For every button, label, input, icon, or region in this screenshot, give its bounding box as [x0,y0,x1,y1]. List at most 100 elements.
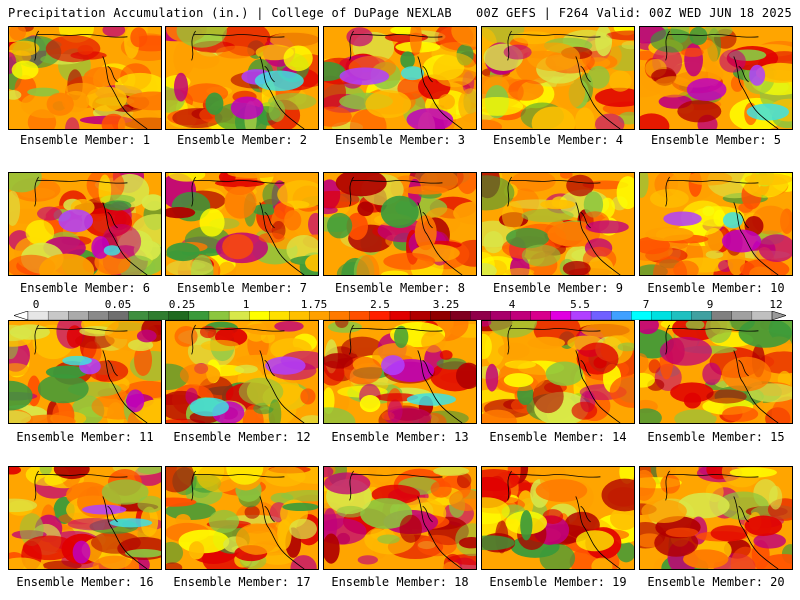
member-label: Ensemble Member: 17 [173,575,311,589]
precip-field [9,467,161,569]
colorbar-swatch [369,311,391,320]
colorbar: 0 0.05 0.25 1 1.75 2.5 3.25 4 5.5 7 9 12 [14,298,786,322]
ensemble-map-3 [323,26,477,130]
ensemble-map-8 [323,172,477,276]
colorbar-swatch [269,311,290,320]
colorbar-swatch [148,311,170,320]
colorbar-swatch [751,311,773,320]
colorbar-swatch [510,311,532,320]
colorbar-swatch [289,311,310,320]
ensemble-map-18 [323,466,477,570]
ensemble-map-9 [481,172,635,276]
member-label: Ensemble Member: 9 [492,281,624,295]
member-label: Ensemble Member: 3 [334,133,466,147]
member-label: Ensemble Member: 10 [647,281,785,295]
precip-field [482,321,634,423]
colorbar-swatch [550,311,572,320]
precip-field [640,173,792,275]
colorbar-swatch [88,311,109,320]
ensemble-map-5 [639,26,793,130]
colorbar-tick-label: 1.75 [300,298,328,311]
ensemble-map-1 [8,26,162,130]
ensemble-map-11 [8,320,162,424]
colorbar-max-arrow [771,311,786,320]
member-label: Ensemble Member: 11 [16,430,154,444]
ensemble-map-10 [639,172,793,276]
member-label: Ensemble Member: 4 [492,133,624,147]
colorbar-swatch [570,311,592,320]
colorbar-swatch [590,311,612,320]
colorbar-swatch [329,311,351,320]
precip-field [9,27,161,129]
precip-field [324,467,476,569]
ensemble-map-19 [481,466,635,570]
colorbar-tick-label: 12 [769,298,783,311]
precip-field [9,173,161,275]
member-label: Ensemble Member: 12 [173,430,311,444]
member-label: Ensemble Member: 2 [176,133,308,147]
colorbar-tick-label: 2.5 [370,298,390,311]
colorbar-swatches [14,311,786,320]
colorbar-swatch [188,311,210,320]
colorbar-swatch [309,311,331,320]
member-label: Ensemble Member: 20 [647,575,785,589]
member-label: Ensemble Member: 15 [647,430,785,444]
member-label: Ensemble Member: 6 [19,281,151,295]
precip-field [166,467,318,569]
colorbar-labels: 0 0.05 0.25 1 1.75 2.5 3.25 4 5.5 7 9 12 [14,298,786,311]
member-label: Ensemble Member: 16 [16,575,154,589]
colorbar-tick-label: 3.25 [432,298,460,311]
colorbar-tick-label: 7 [642,298,650,311]
colorbar-tick-label: 9 [706,298,714,311]
colorbar-swatch [610,311,632,320]
colorbar-tick-label: 5.5 [570,298,590,311]
precip-field [640,321,792,423]
colorbar-swatch [108,311,129,320]
colorbar-swatch [671,311,693,320]
colorbar-swatch [168,311,190,320]
colorbar-swatch [249,311,270,320]
colorbar-swatch [450,311,471,320]
member-label: Ensemble Member: 14 [489,430,627,444]
map-title: Precipitation Accumulation (in.) | Colle… [8,6,452,20]
precip-field [482,173,634,275]
colorbar-swatch [68,311,89,320]
precip-field [166,27,318,129]
member-label: Ensemble Member: 19 [489,575,627,589]
colorbar-swatch [731,311,753,320]
colorbar-tick-label: 0 [32,298,40,311]
colorbar-swatch [128,311,150,320]
ensemble-map-4 [481,26,635,130]
colorbar-swatch [651,311,672,320]
precip-field [9,321,161,423]
colorbar-swatch [27,311,49,320]
member-label: Ensemble Member: 13 [331,430,469,444]
precip-field [324,173,476,275]
member-label: Ensemble Member: 5 [650,133,782,147]
colorbar-swatch [409,311,431,320]
colorbar-swatch [228,311,250,320]
precip-field [640,27,792,129]
colorbar-swatch [530,311,552,320]
precip-field [166,173,318,275]
colorbar-swatch [349,311,371,320]
colorbar-swatch [47,311,69,320]
colorbar-min-arrow [14,311,29,320]
member-label: Ensemble Member: 7 [176,281,308,295]
precip-field [324,27,476,129]
member-label: Ensemble Member: 8 [334,281,466,295]
ensemble-map-17 [165,466,319,570]
ensemble-map-14 [481,320,635,424]
colorbar-tick-label: 1 [242,298,250,311]
colorbar-swatch [389,311,411,320]
ensemble-map-12 [165,320,319,424]
ensemble-map-15 [639,320,793,424]
ensemble-map-7 [165,172,319,276]
colorbar-swatch [711,311,733,320]
ensemble-map-6 [8,172,162,276]
member-label: Ensemble Member: 1 [19,133,151,147]
member-label: Ensemble Member: 18 [331,575,469,589]
colorbar-swatch [430,311,451,320]
ensemble-map-16 [8,466,162,570]
colorbar-swatch [691,311,713,320]
